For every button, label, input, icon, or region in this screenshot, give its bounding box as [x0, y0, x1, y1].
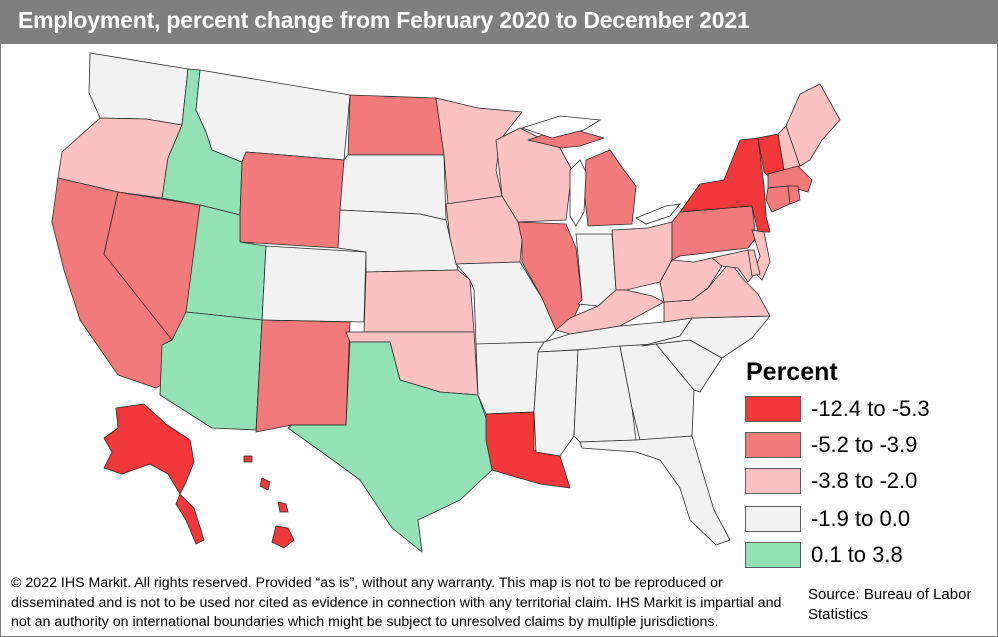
state-MT	[195, 69, 351, 163]
state-HI-oahu	[259, 477, 271, 491]
state-WA	[88, 52, 189, 126]
source-note: Source: Bureau of Labor Statistics	[808, 586, 972, 623]
state-KS	[363, 269, 475, 333]
state-MI	[583, 149, 637, 227]
legend-label: -3.8 to -2.0	[811, 468, 918, 493]
us-state-map	[51, 52, 841, 553]
map-title: Employment, percent change from February…	[18, 7, 750, 33]
state-SD	[339, 154, 447, 221]
state-ND	[347, 94, 445, 156]
state-ME	[785, 83, 841, 167]
title-bar: Employment, percent change from February…	[0, 0, 998, 44]
state-MS	[533, 349, 579, 457]
state-NY	[679, 137, 771, 233]
copyright-notice: © 2022 IHS Markit. All rights reserved. …	[11, 575, 782, 630]
lake-michigan	[569, 159, 587, 227]
lake-erie	[635, 203, 681, 225]
legend-swatch	[745, 468, 801, 494]
legend-swatch	[745, 506, 801, 532]
state-AK	[103, 403, 195, 495]
legend-item: -12.4 to -5.3	[745, 396, 995, 426]
legend-item: -1.9 to 0.0	[745, 506, 995, 536]
state-TX	[287, 341, 493, 553]
legend-label: -12.4 to -5.3	[811, 396, 930, 421]
state-NC	[641, 315, 771, 359]
legend-item: -3.8 to -2.0	[745, 468, 995, 498]
legend-item: 0.1 to 3.8	[745, 542, 995, 572]
legend-swatch	[745, 542, 801, 568]
state-CT	[765, 185, 791, 213]
state-HI-big	[271, 525, 295, 549]
state-AK-panhandle	[175, 493, 205, 545]
state-HI-maui	[277, 501, 289, 513]
legend-swatch	[745, 432, 801, 458]
state-AR	[475, 341, 545, 415]
legend-title: Percent	[746, 358, 838, 386]
state-NM	[255, 319, 351, 433]
lake-superior	[520, 115, 602, 139]
state-RI	[787, 185, 801, 205]
state-FL	[579, 435, 731, 546]
state-HI-kauai	[243, 455, 253, 463]
state-MN	[435, 97, 523, 205]
state-LA	[485, 411, 571, 489]
state-CO	[261, 245, 367, 323]
legend-item: -5.2 to -3.9	[745, 432, 995, 462]
legend-swatch	[745, 396, 801, 422]
legend-label: 0.1 to 3.8	[811, 542, 903, 567]
legend-label: -1.9 to 0.0	[811, 506, 911, 531]
state-WI	[495, 127, 573, 223]
state-DE	[747, 249, 761, 277]
state-WY	[239, 151, 345, 249]
legend-label: -5.2 to -3.9	[811, 432, 918, 457]
